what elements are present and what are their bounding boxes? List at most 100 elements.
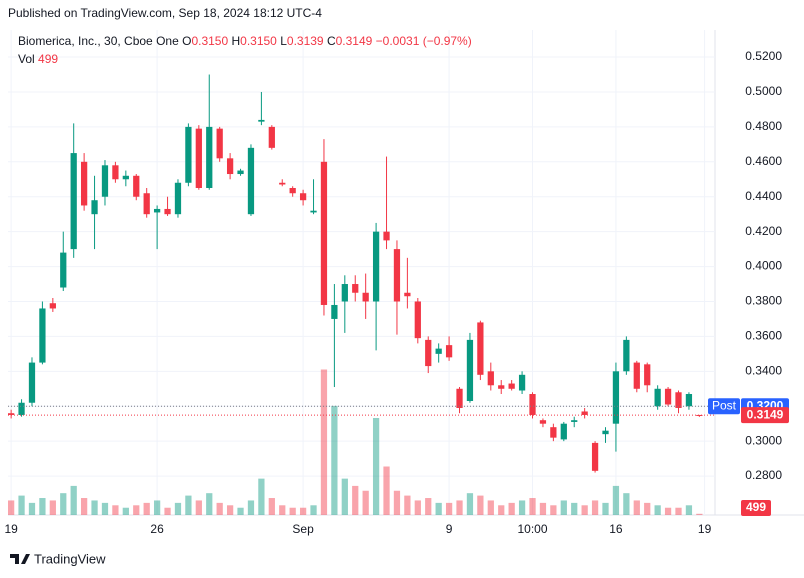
candle-body (696, 414, 703, 416)
legend-item: C (327, 34, 336, 48)
volume-bar (477, 495, 484, 515)
candle-body (8, 413, 15, 415)
volume-bar (268, 498, 275, 515)
legend-item: 499 (38, 52, 58, 66)
candle-body (310, 210, 317, 213)
candle-body (133, 175, 140, 197)
y-tick-label: 0.5200 (745, 49, 782, 63)
candle-body (101, 165, 109, 197)
candle-body (143, 193, 150, 215)
candle-body (581, 411, 588, 415)
candle-body (352, 284, 359, 293)
candle-body (216, 128, 223, 159)
logo (10, 554, 30, 564)
y-tick-label: 0.3600 (745, 329, 782, 343)
volume-bar (435, 502, 442, 515)
volume-bar (49, 500, 56, 515)
legend-item: 0.3150 (191, 34, 228, 48)
volume-bar (393, 490, 401, 515)
candle-body (477, 322, 484, 375)
candle-body (60, 252, 67, 288)
volume-bar (195, 500, 202, 515)
x-tick-label: 10:00 (517, 522, 547, 536)
volume-bar (456, 500, 463, 515)
y-tick-label: 0.3000 (745, 433, 782, 447)
volume-bar (352, 485, 359, 515)
volume-label: 499 (746, 500, 766, 514)
candle-body (550, 427, 557, 438)
candle-body (299, 193, 307, 201)
candle-body (18, 402, 25, 415)
volume-bar (664, 507, 672, 515)
volume-bar (383, 466, 390, 515)
candle-body (498, 385, 505, 389)
volume-bar (675, 507, 682, 515)
volume-bar (550, 505, 557, 515)
volume-bar (320, 369, 328, 515)
candle-body (258, 119, 265, 122)
candle-body (664, 388, 672, 405)
volume-bar (404, 495, 411, 515)
candle-body (247, 147, 255, 215)
candle-body (518, 374, 526, 391)
x-tick-label: Sep (292, 522, 314, 536)
candle-body (685, 394, 693, 407)
volume-bar (362, 490, 369, 515)
candle-body (362, 292, 369, 302)
candle-body (153, 208, 161, 213)
candle-body (112, 165, 119, 180)
y-tick-label: 0.5000 (745, 84, 782, 98)
candle-body (445, 345, 453, 358)
volume-bar (498, 505, 505, 515)
volume-bar (80, 498, 88, 515)
candle-body (206, 126, 213, 189)
volume-bar (654, 505, 661, 515)
candle-body (185, 126, 192, 183)
legend-item: H (231, 34, 240, 48)
volume-bar (39, 498, 46, 515)
volume-bar (372, 418, 380, 515)
volume-bar (602, 502, 609, 515)
candle-body (268, 126, 275, 148)
x-tick-label: 9 (446, 522, 453, 536)
volume-bar (633, 500, 640, 515)
volume-box (741, 500, 771, 516)
candle-body (320, 161, 328, 305)
legend-item: Vol (18, 52, 35, 66)
candle-body (612, 371, 620, 424)
volume-bar (70, 485, 77, 515)
volume-bar (226, 505, 234, 515)
volume-bar (571, 502, 578, 515)
volume-bar (206, 493, 213, 515)
candle-body (122, 175, 129, 180)
volume-bar (18, 495, 25, 515)
volume-bar (247, 500, 255, 515)
header: Published on TradingView.com, Sep 18, 20… (8, 6, 322, 20)
x-tick-label: 16 (609, 522, 623, 536)
volume-bar (560, 500, 567, 515)
legend-item: 0.3139 (287, 34, 324, 48)
legend-item: Biomerica, Inc., 30, Cboe One (18, 34, 179, 48)
volume-bar (331, 405, 338, 515)
volume-bar (122, 507, 129, 515)
volume-bar (216, 502, 223, 515)
volume-bar (112, 505, 119, 515)
post-name: Post (712, 398, 737, 412)
volume-bar (623, 493, 630, 515)
candle-body (372, 231, 380, 302)
volume-bar (529, 498, 536, 515)
candle-body (591, 442, 599, 471)
candle-body (404, 292, 411, 297)
volume-bar (174, 502, 182, 515)
volume-bar (310, 505, 317, 515)
x-tick-label: 19 (4, 522, 18, 536)
y-tick-label: 0.4000 (745, 259, 782, 273)
volume-bar (28, 502, 36, 515)
candle-body (654, 388, 661, 407)
candle-body (39, 308, 46, 363)
volume-bar (299, 507, 307, 515)
last-price-label: 0.3149 (747, 407, 784, 421)
volume-bar (644, 502, 651, 515)
volume-legend: Vol 499 (18, 52, 58, 66)
